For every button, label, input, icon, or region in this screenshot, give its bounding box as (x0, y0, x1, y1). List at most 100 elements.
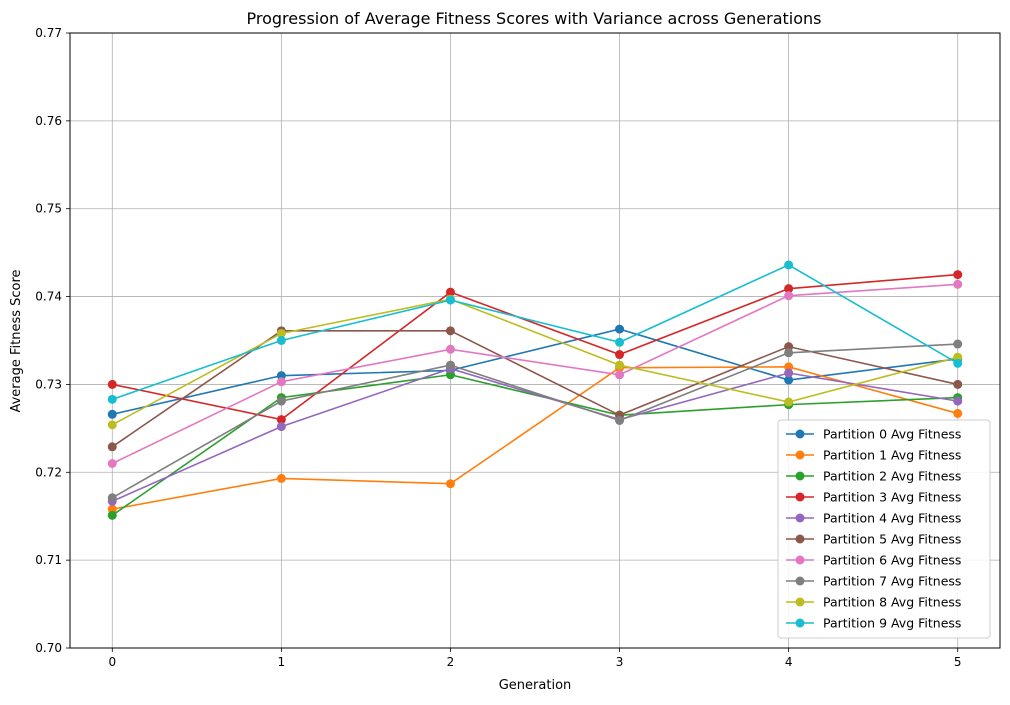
legend: Partition 0 Avg Fitness Partition 1 Avg F… (777, 419, 991, 639)
data-point (784, 342, 794, 352)
data-point (445, 370, 455, 380)
data-point (953, 279, 963, 289)
series-line-7 (111, 343, 958, 499)
x-tick-label: 4 (785, 655, 793, 669)
series-7 (107, 339, 963, 503)
data-point (276, 396, 286, 406)
legend-swatch-marker (795, 492, 805, 502)
legend-label: Partition 7 Avg Fitness (823, 574, 961, 589)
legend-label: Partition 8 Avg Fitness (823, 595, 961, 610)
y-tick-label: 0.73 (35, 377, 62, 391)
legend-label: Partition 1 Avg Fitness (823, 448, 961, 463)
x-tick-label: 0 (108, 655, 116, 669)
data-point (953, 270, 963, 280)
y-tick-label: 0.76 (35, 114, 62, 128)
data-point (107, 510, 117, 520)
legend-swatch-marker (795, 618, 805, 628)
data-point (953, 352, 963, 362)
data-point (615, 324, 625, 334)
legend-item: Partition 0 Avg Fitness (786, 427, 961, 442)
data-point (445, 479, 455, 489)
data-point (107, 420, 117, 430)
y-axis-label: Average Fitness Score (9, 269, 24, 412)
data-point (445, 360, 455, 370)
data-point (615, 370, 625, 380)
axis-ticks: 0 1 2 3 4 5 0.70 0.71 0.72 0.73 0.74 0.75 0.76 0.77 (35, 26, 961, 669)
data-point (276, 328, 286, 338)
data-point (615, 337, 625, 347)
legend-swatch-marker (795, 555, 805, 565)
data-point (784, 375, 794, 385)
legend-item: Partition 3 Avg Fitness (786, 490, 961, 505)
data-point (953, 396, 963, 406)
series-6 (107, 279, 963, 468)
data-point (784, 291, 794, 301)
data-point (784, 260, 794, 270)
data-point (107, 504, 117, 514)
legend-swatch-marker (795, 513, 805, 523)
legend-item: Partition 4 Avg Fitness (786, 511, 961, 526)
data-point (784, 348, 794, 358)
legend-item: Partition 8 Avg Fitness (786, 595, 961, 610)
legend-item: Partition 2 Avg Fitness (786, 469, 961, 484)
legend-swatch-marker (795, 450, 805, 460)
data-point (784, 397, 794, 407)
legend-swatch-marker (795, 429, 805, 439)
series-0 (107, 324, 963, 419)
x-tick-label: 2 (447, 655, 455, 669)
series-8 (107, 294, 963, 430)
data-point (953, 408, 963, 418)
data-point (276, 422, 286, 432)
legend-label: Partition 2 Avg Fitness (823, 469, 961, 484)
data-point (107, 394, 117, 404)
data-point (615, 360, 625, 370)
series-9 (107, 260, 963, 404)
series-3 (107, 270, 963, 425)
data-point (445, 344, 455, 354)
plot-frame (69, 32, 1001, 649)
data-point (784, 284, 794, 294)
data-point (107, 459, 117, 468)
data-point (445, 295, 455, 305)
legend-item: Partition 1 Avg Fitness (786, 448, 961, 463)
legend-label: Partition 0 Avg Fitness (823, 427, 961, 442)
legend-item: Partition 6 Avg Fitness (786, 553, 961, 568)
legend-swatch-marker (795, 576, 805, 586)
series-line-6 (111, 283, 958, 465)
data-point (953, 358, 963, 368)
y-tick-label: 0.77 (35, 26, 62, 40)
legend-label: Partition 5 Avg Fitness (823, 532, 961, 547)
series-line-0 (112, 328, 958, 416)
legend-label: Partition 3 Avg Fitness (823, 490, 961, 505)
data-point (276, 377, 286, 387)
series-layer (107, 260, 963, 520)
legend-item: Partition 7 Avg Fitness (786, 574, 961, 589)
y-tick-label: 0.72 (35, 465, 62, 479)
chart-title: Progression of Average Fitness Scores wi… (247, 9, 822, 28)
y-tick-label: 0.70 (35, 641, 62, 655)
series-line-1 (112, 366, 958, 510)
legend-label: Partition 9 Avg Fitness (823, 616, 961, 631)
legend-item: Partition 5 Avg Fitness (786, 532, 961, 547)
x-tick-label: 5 (954, 655, 962, 669)
legend-label: Partition 4 Avg Fitness (823, 511, 961, 526)
legend-box (777, 419, 991, 639)
series-line-8 (111, 298, 958, 426)
x-axis-label: Generation (499, 678, 572, 693)
legend-swatch-marker (795, 471, 805, 481)
legend-item: Partition 9 Avg Fitness (786, 616, 961, 631)
data-point (953, 339, 963, 349)
data-point (445, 287, 455, 297)
y-tick-label: 0.75 (35, 202, 62, 216)
data-point (107, 442, 117, 452)
legend-swatch-marker (795, 534, 805, 544)
y-tick-label: 0.74 (35, 290, 62, 304)
data-point (953, 379, 963, 389)
legend-swatch-marker (795, 597, 805, 607)
data-point (615, 415, 625, 425)
data-point (276, 336, 286, 345)
data-point (107, 379, 117, 389)
data-point (784, 362, 794, 372)
